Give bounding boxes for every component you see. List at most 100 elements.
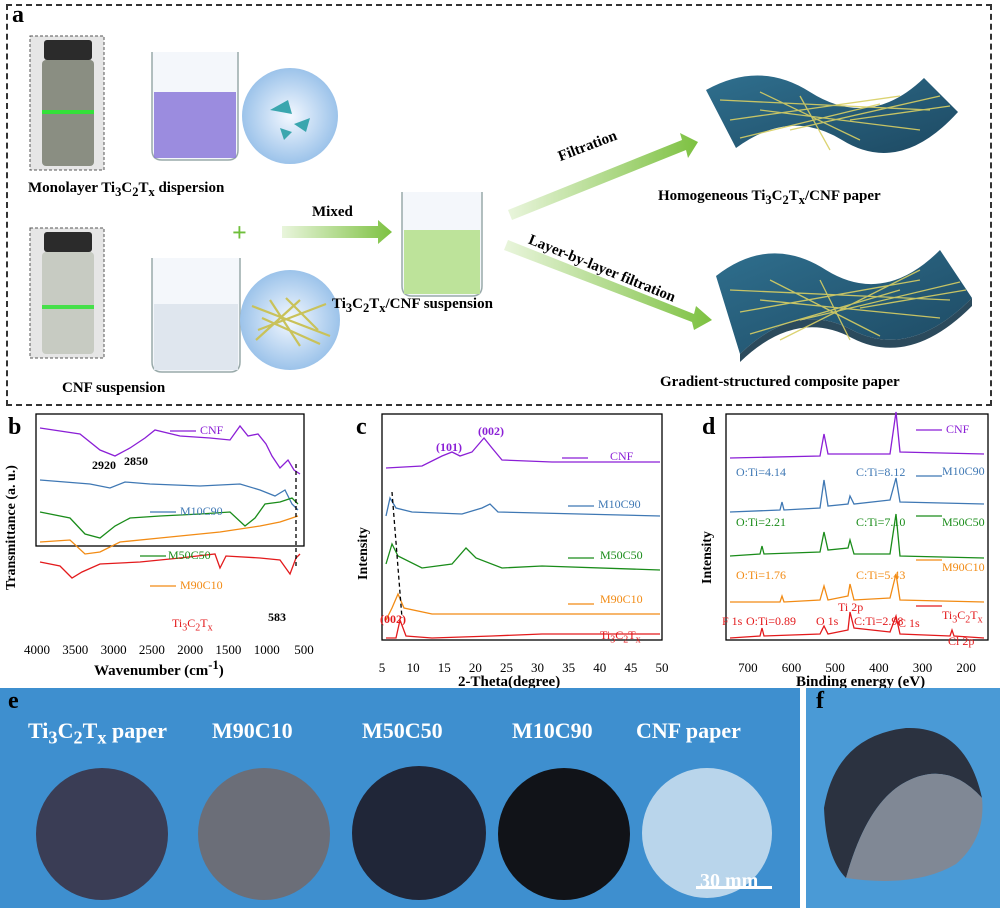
xps-peak-c1s: C 1s	[898, 616, 920, 630]
beaker-mxene	[151, 52, 338, 164]
tick-label: 15	[437, 660, 451, 675]
ftir-xlabel: Wavenumber (cm-1)	[94, 658, 224, 679]
ftir-line-cnf	[39, 424, 301, 475]
photo-folded-paper	[806, 688, 1000, 908]
sample-disk-cnf	[642, 768, 772, 898]
xps-peak-o1s: O 1s	[816, 614, 839, 628]
ftir-line-ti3c2tx	[39, 553, 301, 579]
sample-label-cnf: CNF paper	[636, 718, 741, 743]
tick-label: 1500	[215, 642, 242, 657]
xps-legend-m10c90: M10C90	[942, 464, 985, 478]
tick-label: 1000	[253, 642, 280, 657]
mixed-arrow	[282, 220, 392, 244]
xps-line-ti3c2tx	[729, 611, 985, 639]
xps-peak-ti2p: Ti 2p	[838, 600, 864, 614]
tick-label: 25	[499, 660, 513, 675]
gradient-caption: Gradient-structured composite paper	[660, 374, 900, 390]
ftir-line-m90c10	[39, 515, 299, 555]
tick-label: 500	[294, 642, 314, 657]
mixed-label: Mixed	[312, 204, 353, 220]
xps-peak-f1s: F 1s	[722, 614, 743, 628]
panel-label-b: b	[8, 414, 22, 440]
xps-ylabel: Intensity	[700, 531, 715, 584]
tick-label: 2500	[138, 642, 165, 657]
xps-ratio-c-ti3c2tx: C:Ti=2.98	[854, 614, 904, 628]
tick-label: 30	[531, 660, 545, 675]
ftir-annot-2850: 2850	[124, 454, 148, 468]
cnf-caption: CNF suspension	[62, 380, 166, 396]
tick-label: 700	[738, 660, 758, 675]
suspension-caption: Ti3C2Tx/CNF suspension	[332, 296, 493, 315]
xps-line-m50c50	[729, 513, 985, 559]
filtration-arrow	[508, 133, 698, 220]
sample-label-ti3c2tx: Ti3C2Tx paper	[28, 718, 167, 748]
chart-xrd	[381, 413, 663, 641]
xrd-legend-m50c50: M50C50	[600, 548, 643, 562]
xrd-line-cnf	[385, 436, 660, 469]
vial-monolayer	[29, 35, 105, 171]
xrd-annot-002-mxene: (002)	[380, 612, 406, 626]
ftir-ylabel: Transmittance (a. u.)	[4, 465, 19, 590]
ftir-line-m50c50	[39, 497, 299, 539]
tick-label: 45	[624, 660, 638, 675]
tick-label: 500	[825, 660, 845, 675]
xrd-xlabel: 2-Theta(degree)	[458, 674, 561, 690]
panel-label-f: f	[816, 688, 824, 714]
xps-line-m10c90	[729, 477, 985, 513]
ftir-legend-ti3c2tx: Ti3C2Tx	[172, 616, 213, 634]
xps-line-cnf	[729, 411, 985, 459]
ftir-legend-m50c50: M50C50	[168, 548, 211, 562]
tick-label: 3500	[62, 642, 89, 657]
xps-ratio-c-m10c90: C:Ti=8.12	[856, 465, 906, 479]
tick-label: 5	[378, 660, 386, 675]
vial-cnf	[29, 227, 105, 359]
gradient-paper	[716, 250, 972, 362]
xps-ratio-o-m50c50: O:Ti=2.21	[736, 515, 787, 529]
xps-legend-m90c10: M90C10	[942, 560, 985, 574]
sample-label-m50c50: M50C50	[362, 718, 443, 743]
ftir-annot-583: 583	[268, 610, 286, 624]
schematic-panel	[6, 4, 992, 406]
homogeneous-caption: Homogeneous Ti3C2Tx/CNF paper	[658, 188, 881, 207]
lbl-filtration-arrow	[504, 240, 712, 330]
ftir-legend-m10c90: M10C90	[180, 504, 223, 518]
panel-label-c: c	[356, 414, 367, 440]
xrd-annot-002-cnf: (002)	[478, 424, 504, 438]
ftir-legend-cnf: CNF	[200, 423, 224, 437]
xps-legend-m50c50: M50C50	[942, 515, 985, 529]
xrd-legend-cnf: CNF	[610, 449, 634, 463]
xps-ratio-c-m50c50: C:Ti=7.10	[856, 515, 906, 529]
tick-label: 2000	[177, 642, 204, 657]
ftir-legend-m90c10: M90C10	[180, 578, 223, 592]
sample-label-m90c10: M90C10	[212, 718, 293, 743]
homogeneous-paper	[706, 75, 958, 153]
beaker-cnf	[151, 258, 340, 373]
xrd-annot-101: (101)	[436, 440, 462, 454]
xrd-line-m50c50	[385, 542, 661, 571]
tick-label: 10	[406, 660, 420, 675]
tick-label: 40	[593, 660, 607, 675]
panel-label-d: d	[702, 414, 716, 440]
sample-disk-m10c90	[498, 768, 630, 900]
xrd-line-m90c10	[385, 592, 660, 621]
tick-label: 35	[562, 660, 576, 675]
xrd-legend-ti3c2tx: Ti3C2Tx	[600, 628, 641, 646]
plus-sign: +	[232, 218, 247, 247]
panel-label-e: e	[8, 688, 19, 714]
xps-ratio-o-m90c10: O:Ti=1.76	[736, 568, 787, 582]
sample-label-m10c90: M10C90	[512, 718, 593, 743]
xps-ratio-o-ti3c2tx: O:Ti=0.89	[746, 614, 797, 628]
xps-xlabel: Binding energy (eV)	[796, 674, 926, 690]
tick-label: 4000	[24, 642, 50, 657]
tick-label: 20	[468, 660, 482, 675]
xrd-ylabel: Intensity	[356, 527, 371, 580]
folded-paper-drawing	[824, 727, 983, 881]
ftir-line-m10c90	[39, 479, 299, 511]
tick-label: 50	[655, 660, 669, 675]
tick-label: 200	[956, 660, 976, 675]
panel-label-a: a	[12, 2, 24, 28]
tick-label: 3000	[100, 642, 127, 657]
sample-disk-m50c50	[352, 766, 486, 900]
schematic-drawing	[29, 35, 972, 373]
photo-samples	[0, 688, 800, 908]
